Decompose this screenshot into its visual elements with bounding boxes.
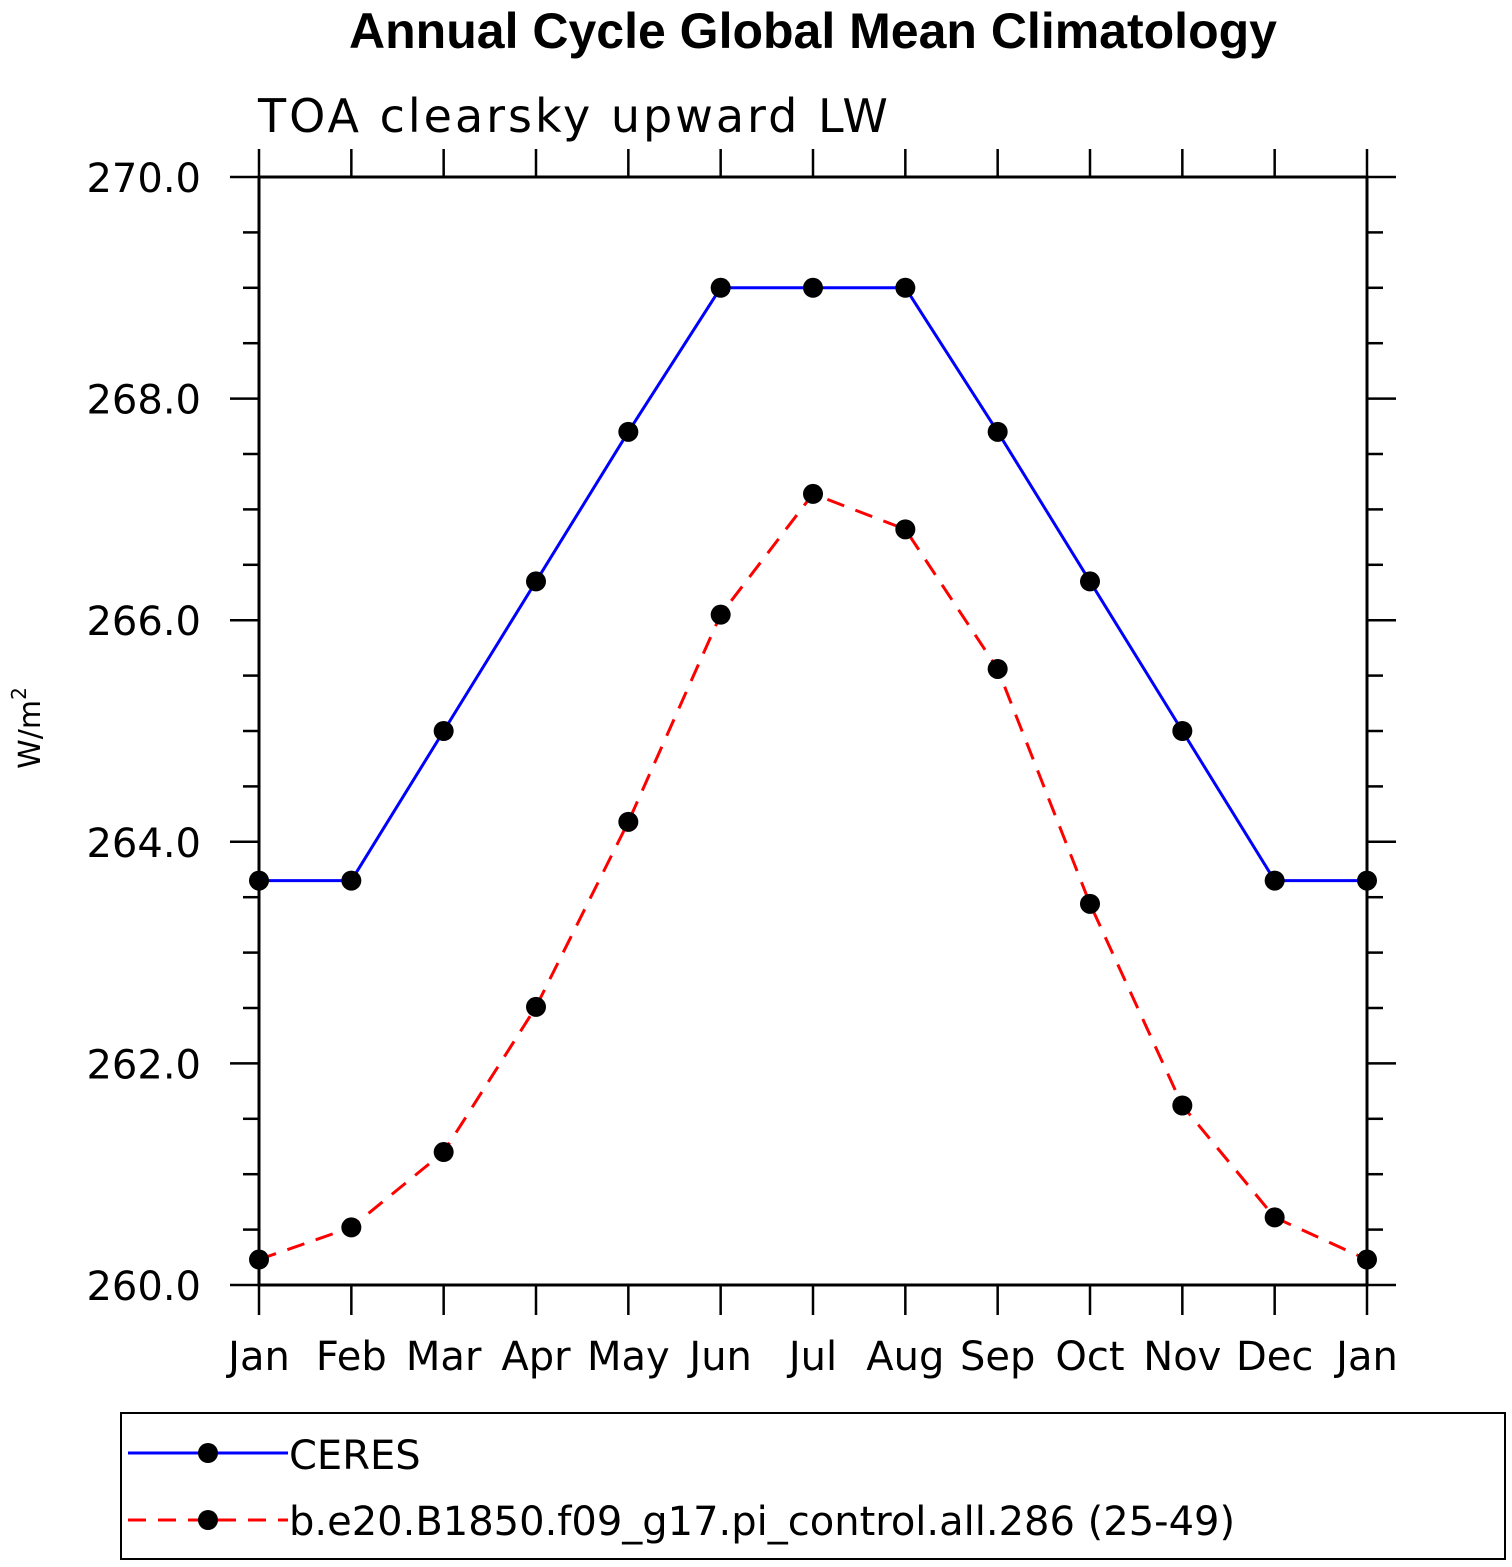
x-tick-label: Sep <box>960 1334 1035 1380</box>
plot-frame <box>257 175 1369 1287</box>
x-tick-label: Jun <box>686 1334 752 1380</box>
series-1-point <box>341 1217 362 1238</box>
legend-marker-model <box>198 1510 218 1530</box>
series-0-point <box>895 277 916 298</box>
chart-title: Annual Cycle Global Mean Climatology <box>349 3 1277 59</box>
series-1-point <box>618 811 639 832</box>
svg-text:W/m2: W/m2 <box>7 687 48 769</box>
series-0-point <box>433 721 454 741</box>
axes: 260.0 262.0 264.0 266.0 268.0 270.0 Jan Feb Mar A… <box>86 149 1398 1380</box>
y-axis-label-superscript: 2 <box>7 687 31 700</box>
x-tick-label: Feb <box>316 1334 387 1380</box>
y-tick-label: 270.0 <box>86 156 201 202</box>
legend-label-ceres: CERES <box>289 1433 421 1479</box>
legend-box <box>120 1412 1506 1560</box>
y-tick-label: 266.0 <box>86 599 201 645</box>
y-tick-label: 268.0 <box>86 378 201 424</box>
series-1-point <box>803 483 823 504</box>
series-1-point <box>249 1249 269 1270</box>
series-0-point <box>1080 571 1100 592</box>
y-axis-label-text: W/m <box>13 700 48 769</box>
y-axis-label: W/m2 <box>7 687 48 769</box>
x-tick-label: Apr <box>501 1334 571 1380</box>
x-tick-label: Jan <box>1333 1334 1398 1380</box>
series-line-1 <box>258 492 1368 1261</box>
chart-subtitle: TOA clearsky upward LW <box>257 89 891 143</box>
series-1-point <box>433 1142 454 1163</box>
series-0-point <box>618 421 639 442</box>
series-0-point <box>1357 870 1377 891</box>
series-0-point <box>710 277 731 298</box>
legend-label-model: b.e20.B1850.f09_g17.pi_control.all.286 (… <box>289 1499 1235 1545</box>
legend-marker-ceres <box>198 1443 218 1463</box>
y-tick-label: 260.0 <box>86 1264 201 1310</box>
x-tick-label: Aug <box>866 1334 944 1380</box>
series-0-point <box>1172 721 1193 741</box>
series-1-point <box>987 658 1008 679</box>
series-0-point <box>987 421 1008 442</box>
series-1-point <box>526 996 546 1017</box>
x-tick-label: May <box>587 1334 670 1380</box>
legend: CERES b.e20.B1850.f09_g17.pi_control.all… <box>120 1412 1506 1560</box>
x-tick-label: Jan <box>225 1334 290 1380</box>
series-1-point <box>895 519 916 540</box>
x-tick-label: Jul <box>786 1334 837 1380</box>
series-1-point <box>1172 1095 1193 1116</box>
series-0-point <box>803 277 823 298</box>
series-0-point <box>249 870 269 891</box>
x-tick-label: Mar <box>406 1334 482 1380</box>
x-tick-label: Nov <box>1143 1334 1221 1380</box>
series-0-point <box>526 571 546 592</box>
series-1-point <box>1357 1249 1377 1270</box>
x-tick-label: Dec <box>1236 1334 1313 1380</box>
y-tick-label: 264.0 <box>86 821 201 867</box>
series-line-0 <box>259 286 1367 883</box>
series-1-point <box>1080 893 1100 914</box>
series-layer <box>249 277 1377 1270</box>
series-0-point <box>341 870 362 891</box>
y-tick-label: 262.0 <box>86 1042 201 1088</box>
x-tick-label: Oct <box>1055 1334 1124 1380</box>
series-1-point <box>1264 1207 1285 1228</box>
series-0-point <box>1264 870 1285 891</box>
series-1-point <box>710 604 731 625</box>
